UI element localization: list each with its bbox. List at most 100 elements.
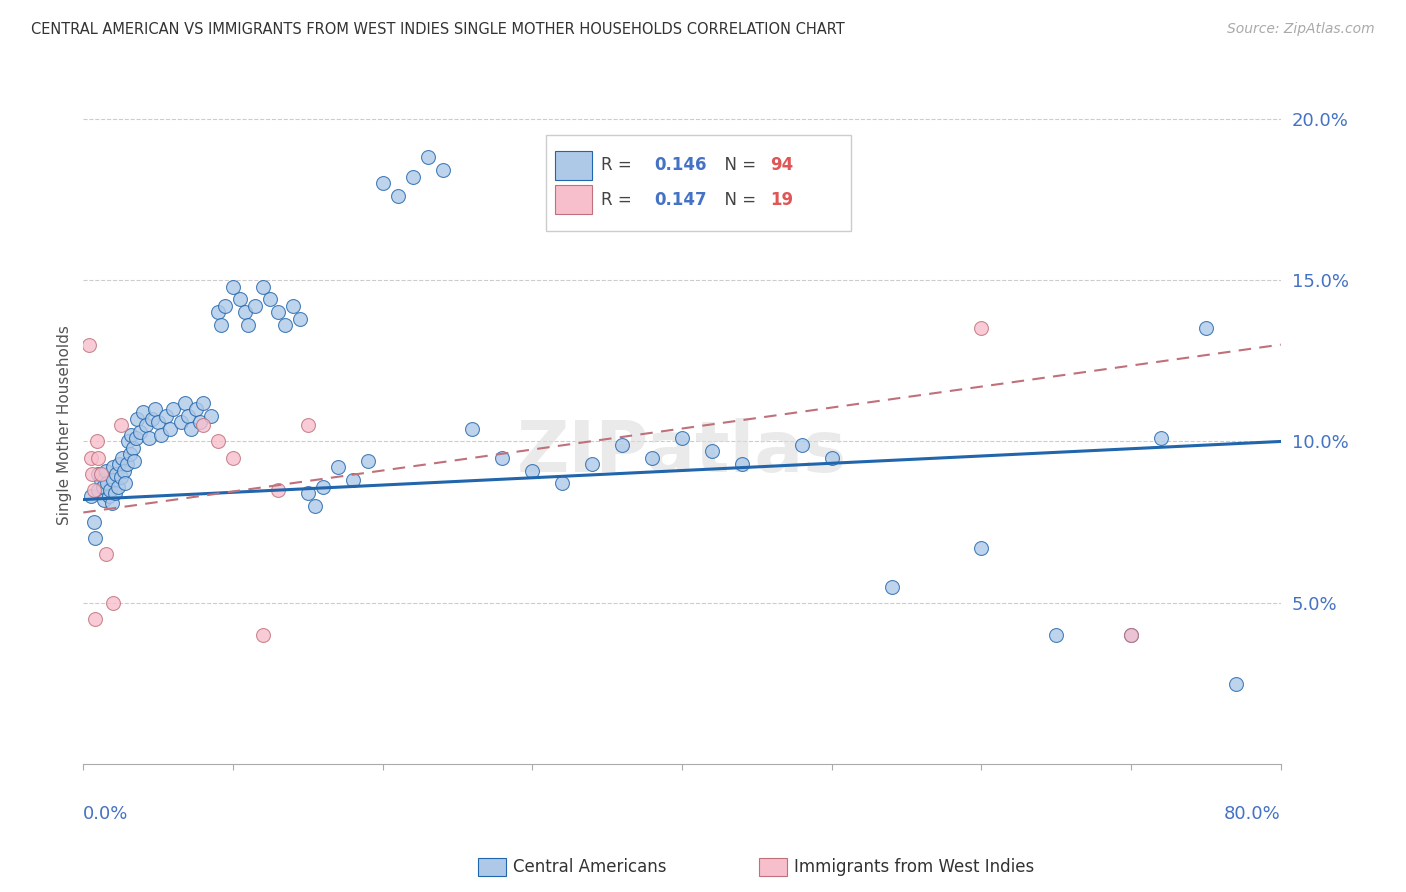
Y-axis label: Single Mother Households: Single Mother Households <box>58 326 72 525</box>
Point <box>200 409 222 423</box>
Text: N =: N = <box>714 191 761 209</box>
Point <box>174 395 197 409</box>
Point <box>87 467 110 481</box>
Point <box>162 402 184 417</box>
Point <box>214 299 236 313</box>
Text: 94: 94 <box>770 156 793 174</box>
Point <box>1119 628 1142 642</box>
Point <box>1195 321 1218 335</box>
Text: R =: R = <box>602 191 637 209</box>
Point <box>127 412 149 426</box>
Point <box>790 438 813 452</box>
Point <box>132 405 155 419</box>
Point <box>821 450 844 465</box>
Text: 19: 19 <box>770 191 793 209</box>
Point <box>274 318 297 333</box>
Point <box>98 483 121 497</box>
Point <box>581 457 603 471</box>
Point <box>416 150 439 164</box>
Point <box>641 450 664 465</box>
Point <box>94 548 117 562</box>
Point <box>84 531 107 545</box>
Text: 0.0%: 0.0% <box>83 805 129 823</box>
Point <box>222 279 245 293</box>
Point <box>207 305 229 319</box>
Point <box>245 299 267 313</box>
Point <box>100 496 122 510</box>
Text: 0.146: 0.146 <box>655 156 707 174</box>
Point <box>108 457 131 471</box>
Text: R =: R = <box>602 156 637 174</box>
Point <box>880 580 903 594</box>
Point <box>233 305 256 319</box>
Point <box>551 476 574 491</box>
Point <box>117 434 139 449</box>
Point <box>1045 628 1067 642</box>
Point <box>267 305 290 319</box>
Point <box>207 434 229 449</box>
Point <box>86 434 108 449</box>
Point <box>209 318 232 333</box>
Point <box>118 447 141 461</box>
Point <box>83 515 105 529</box>
Point <box>110 470 132 484</box>
Point <box>1150 431 1173 445</box>
Point <box>461 421 484 435</box>
Point <box>112 463 135 477</box>
Point <box>180 421 202 435</box>
Point <box>671 431 693 445</box>
Point <box>281 299 304 313</box>
Point <box>138 431 160 445</box>
Point <box>103 460 125 475</box>
Point <box>970 541 993 555</box>
Text: ZIPatlas: ZIPatlas <box>517 418 846 487</box>
Point <box>83 483 105 497</box>
Point <box>522 463 544 477</box>
Point <box>159 421 181 435</box>
Text: 0.147: 0.147 <box>655 191 707 209</box>
Point <box>610 438 633 452</box>
Point <box>297 418 319 433</box>
Point <box>297 486 319 500</box>
Point <box>80 489 103 503</box>
Point <box>169 415 191 429</box>
Point <box>94 463 117 477</box>
Point <box>259 293 281 307</box>
Point <box>103 473 125 487</box>
Point <box>326 460 349 475</box>
Point <box>222 450 245 465</box>
Text: Central Americans: Central Americans <box>513 858 666 876</box>
Point <box>146 415 169 429</box>
Point <box>91 480 114 494</box>
Point <box>77 337 100 351</box>
Text: 80.0%: 80.0% <box>1225 805 1281 823</box>
Point <box>155 409 177 423</box>
Point <box>90 467 112 481</box>
Point <box>121 441 143 455</box>
Point <box>357 454 380 468</box>
Point <box>252 628 274 642</box>
Point <box>120 428 142 442</box>
Point <box>387 189 409 203</box>
Text: N =: N = <box>714 156 761 174</box>
Point <box>84 612 107 626</box>
Point <box>150 428 173 442</box>
Text: Source: ZipAtlas.com: Source: ZipAtlas.com <box>1227 22 1375 37</box>
Text: CENTRAL AMERICAN VS IMMIGRANTS FROM WEST INDIES SINGLE MOTHER HOUSEHOLDS CORRELA: CENTRAL AMERICAN VS IMMIGRANTS FROM WEST… <box>31 22 845 37</box>
Point <box>114 476 136 491</box>
Point <box>184 402 207 417</box>
Point <box>252 279 274 293</box>
Point <box>87 483 110 497</box>
Point <box>107 480 129 494</box>
Point <box>700 444 723 458</box>
Point <box>191 395 214 409</box>
Point <box>141 412 163 426</box>
Point <box>236 318 259 333</box>
Point <box>105 467 128 481</box>
Point <box>80 450 103 465</box>
Point <box>191 418 214 433</box>
Point <box>1119 628 1142 642</box>
Point <box>103 596 125 610</box>
Point <box>491 450 513 465</box>
Point <box>290 311 312 326</box>
